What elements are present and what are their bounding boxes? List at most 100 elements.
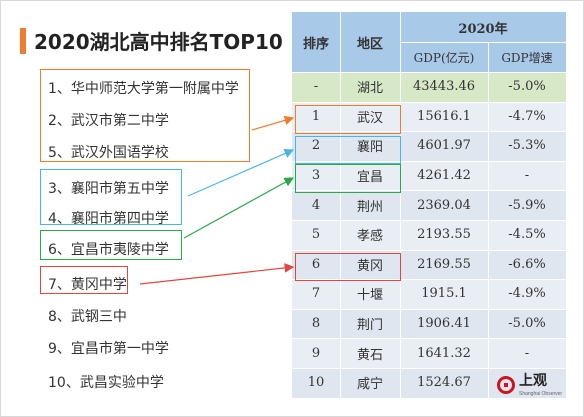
row-divider — [292, 101, 566, 103]
school-item: 1、华中师范大学第一附属中学 — [48, 81, 239, 97]
table-row — [292, 160, 566, 191]
row-divider — [292, 279, 566, 281]
wuhan-schools-box — [40, 69, 250, 162]
table-cell: 1 — [311, 108, 321, 124]
row-divider — [292, 131, 566, 133]
table-row — [292, 308, 566, 339]
table-cell: 2193.55 — [417, 227, 471, 243]
table-cell: - — [524, 168, 530, 184]
yichang-row-box — [295, 164, 401, 193]
logo-text: 上观 — [519, 373, 547, 389]
table-cell: 4261.42 — [417, 168, 471, 184]
table-row — [292, 279, 566, 309]
xiangyang-arrow — [187, 148, 295, 197]
column-divider — [488, 72, 489, 398]
school-item: 7、黄冈中学 — [48, 277, 127, 293]
table-row — [292, 190, 566, 220]
school-item: 5、武汉外国语学校 — [48, 145, 169, 161]
table-cell: 5 — [311, 227, 321, 243]
table-cell: -4.7% — [508, 108, 546, 124]
table-row — [292, 368, 566, 398]
table-row — [292, 338, 566, 368]
xiangyang-row-box — [295, 136, 401, 164]
table-cell: 黄冈 — [356, 258, 383, 274]
logo-subtext: Shanghai Observer — [519, 391, 563, 397]
wuhan-row-box — [295, 105, 401, 134]
row-divider — [292, 338, 566, 340]
table-cell: -5.0% — [508, 79, 546, 95]
table-cell: -5.0% — [508, 316, 546, 332]
table-cell: 4601.97 — [417, 138, 471, 154]
table-row — [292, 72, 566, 102]
table-cell: 9 — [311, 345, 321, 361]
table-cell: 宜昌 — [356, 170, 383, 186]
row-divider — [292, 249, 566, 251]
table-cell: 十堰 — [356, 288, 383, 304]
school-item: 6、宜昌市夷陵中学 — [48, 242, 169, 258]
header-divider — [488, 42, 489, 72]
row-divider — [292, 368, 566, 369]
rank-header: 排序 — [302, 36, 329, 52]
table-cell: 10 — [307, 375, 325, 391]
gdp-header: GDP(亿元) — [413, 50, 475, 65]
logo-mark-icon — [497, 375, 515, 394]
table-cell: 7 — [311, 286, 321, 302]
table-cell: 6 — [311, 256, 321, 272]
table-cell: 咸宁 — [356, 377, 383, 393]
school-item: 3、襄阳市第五中学 — [48, 181, 169, 197]
table-cell: 3 — [311, 168, 321, 184]
table-cell: 荆州 — [356, 199, 383, 215]
shanghai-observer-logo: 上观 Shanghai Observer — [497, 372, 562, 397]
yichang-arrow — [183, 177, 295, 239]
wuhan-arrow — [251, 115, 295, 131]
school-item: 8、武钢三中 — [48, 309, 127, 325]
row-divider — [292, 72, 566, 73]
header-divider — [400, 12, 401, 72]
table-cell: 1641.32 — [417, 345, 471, 361]
table-cell: 1524.67 — [417, 375, 471, 391]
table-cell: -4.9% — [508, 286, 546, 302]
table-cell: -4.5% — [508, 227, 546, 243]
table-cell: 43443.46 — [412, 79, 476, 95]
huanggang-row-box — [295, 253, 401, 281]
table-cell: 4 — [311, 197, 321, 213]
table-cell: 武汉 — [356, 110, 383, 126]
xiangyang-schools-box — [40, 169, 182, 225]
table-cell: - — [313, 79, 319, 95]
column-divider — [340, 72, 341, 398]
table-row — [292, 249, 566, 280]
row-divider — [292, 308, 566, 310]
yichang-schools-box — [40, 230, 182, 260]
table-cell: -5.3% — [508, 138, 546, 154]
year-header: 2020年 — [458, 21, 508, 37]
huanggang-arrow — [139, 263, 295, 285]
school-item: 10、武昌实验中学 — [48, 375, 164, 391]
table-cell: -5.9% — [508, 197, 546, 213]
huanggang-schools-box — [40, 266, 128, 294]
region-header: 地区 — [356, 36, 383, 52]
row-divider — [292, 220, 566, 221]
table-cell: 襄阳 — [356, 140, 383, 156]
table-cell: 2369.04 — [417, 197, 471, 213]
table-cell: 8 — [311, 316, 321, 332]
table-cell: 黄石 — [356, 347, 383, 363]
table-row — [292, 101, 566, 132]
column-divider — [400, 72, 401, 398]
table-row — [292, 220, 566, 250]
table-cell: 1906.41 — [417, 316, 471, 332]
title-accent-bar — [20, 28, 26, 54]
school-item: 4、襄阳市第四中学 — [48, 211, 169, 227]
table-cell: 孝感 — [356, 229, 383, 245]
school-item: 2、武汉市第二中学 — [48, 113, 169, 129]
header-divider — [400, 42, 566, 43]
table-cell: 2 — [311, 138, 321, 154]
table-cell: 15616.1 — [417, 108, 471, 124]
school-item: 9、宜昌市第一中学 — [48, 341, 169, 357]
row-divider — [292, 190, 566, 192]
table-cell: 2169.55 — [417, 256, 471, 272]
page-title: 2020湖北高中排名TOP10 — [34, 30, 283, 54]
table-cell: - — [524, 345, 530, 361]
header-divider — [340, 12, 341, 72]
growth-header: GDP增速 — [501, 50, 553, 65]
